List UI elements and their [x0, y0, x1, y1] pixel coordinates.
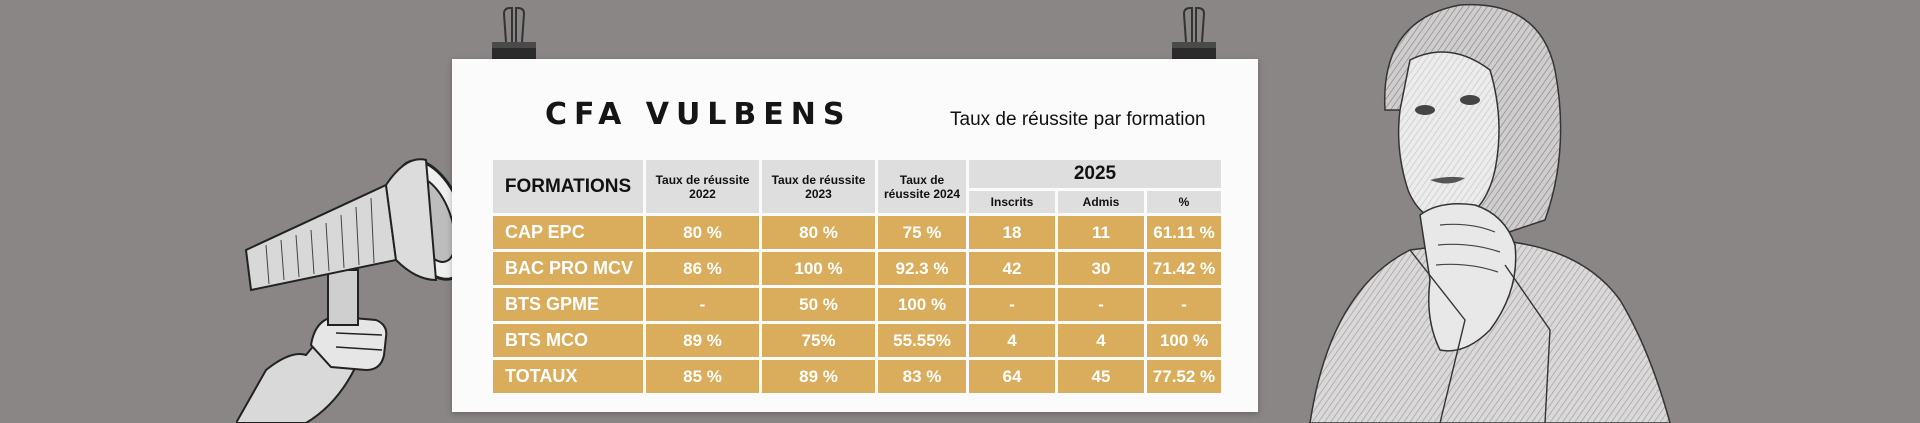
- table-row: BAC PRO MCV 86 % 100 % 92.3 % 42 30 71.4…: [493, 252, 1221, 285]
- poster-title: CFA VULBENS: [545, 97, 852, 132]
- rate-2022-cell: 80 %: [646, 216, 759, 249]
- table-row: BTS GPME - 50 % 100 % - - -: [493, 288, 1221, 321]
- rate-2024-cell: 83 %: [878, 360, 966, 393]
- admis-cell: 45: [1058, 360, 1144, 393]
- percent-cell: -: [1147, 288, 1221, 321]
- header-inscrits: Inscrits: [969, 191, 1055, 213]
- poster-subtitle: Taux de réussite par formation: [950, 109, 1206, 130]
- rate-2022-cell: -: [646, 288, 759, 321]
- rate-2022-cell: 89 %: [646, 324, 759, 357]
- header-formations: FORMATIONS: [493, 160, 643, 213]
- woman-illustration: [1309, 3, 1671, 423]
- rate-2024-cell: 55.55%: [878, 324, 966, 357]
- header-admis: Admis: [1058, 191, 1144, 213]
- rate-2023-cell: 89 %: [762, 360, 875, 393]
- rate-2023-cell: 50 %: [762, 288, 875, 321]
- inscrits-cell: -: [969, 288, 1055, 321]
- inscrits-cell: 18: [969, 216, 1055, 249]
- rate-2024-cell: 100 %: [878, 288, 966, 321]
- results-table: FORMATIONS Taux de réussite 2022 Taux de…: [490, 157, 1224, 396]
- rate-2023-cell: 80 %: [762, 216, 875, 249]
- inscrits-cell: 42: [969, 252, 1055, 285]
- percent-cell: 61.11 %: [1147, 216, 1221, 249]
- formation-name: TOTAUX: [493, 360, 643, 393]
- header-rate-2024: Taux de réussite 2024: [878, 160, 966, 213]
- admis-cell: -: [1058, 288, 1144, 321]
- admis-cell: 11: [1058, 216, 1144, 249]
- inscrits-cell: 64: [969, 360, 1055, 393]
- percent-cell: 77.52 %: [1147, 360, 1221, 393]
- percent-cell: 100 %: [1147, 324, 1221, 357]
- table-row: BTS MCO 89 % 75% 55.55% 4 4 100 %: [493, 324, 1221, 357]
- rate-2023-cell: 100 %: [762, 252, 875, 285]
- rate-2024-cell: 92.3 %: [878, 252, 966, 285]
- formation-name: BTS MCO: [493, 324, 643, 357]
- percent-cell: 71.42 %: [1147, 252, 1221, 285]
- header-year-2025: 2025: [969, 160, 1221, 188]
- header-percent: %: [1147, 191, 1221, 213]
- rate-2024-cell: 75 %: [878, 216, 966, 249]
- rate-2023-cell: 75%: [762, 324, 875, 357]
- inscrits-cell: 4: [969, 324, 1055, 357]
- rate-2022-cell: 85 %: [646, 360, 759, 393]
- table-row: CAP EPC 80 % 80 % 75 % 18 11 61.11 %: [493, 216, 1221, 249]
- table-row-totals: TOTAUX 85 % 89 % 83 % 64 45 77.52 %: [493, 360, 1221, 393]
- formation-name: CAP EPC: [493, 216, 643, 249]
- admis-cell: 4: [1058, 324, 1144, 357]
- formation-name: BAC PRO MCV: [493, 252, 643, 285]
- rate-2022-cell: 86 %: [646, 252, 759, 285]
- admis-cell: 30: [1058, 252, 1144, 285]
- header-rate-2022: Taux de réussite 2022: [646, 160, 759, 213]
- formation-name: BTS GPME: [493, 288, 643, 321]
- poster-sheet: CFA VULBENS Taux de réussite par formati…: [452, 59, 1258, 412]
- header-rate-2023: Taux de réussite 2023: [762, 160, 875, 213]
